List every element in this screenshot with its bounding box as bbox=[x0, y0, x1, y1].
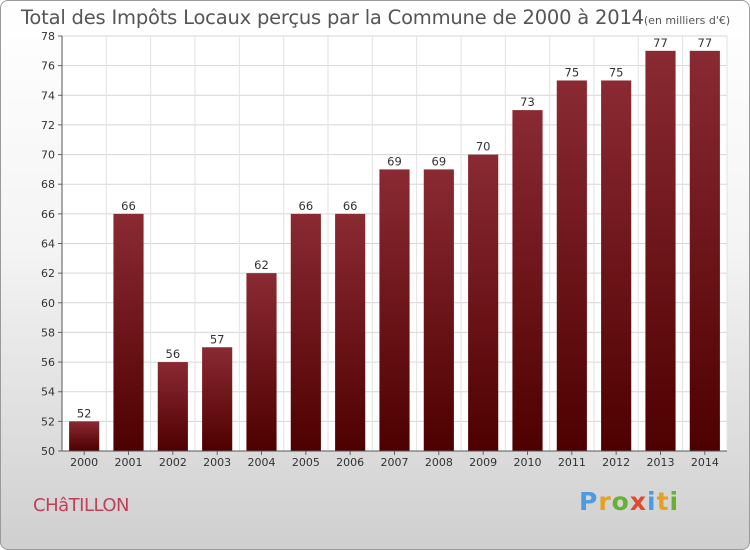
value-label-2004: 62 bbox=[254, 258, 269, 272]
value-label-2001: 66 bbox=[121, 199, 136, 213]
y-tick-label: 60 bbox=[41, 297, 55, 310]
value-label-2009: 70 bbox=[476, 140, 491, 154]
x-tick-label-2010: 2010 bbox=[514, 456, 542, 469]
bar-2013 bbox=[645, 50, 676, 451]
y-tick-label: 76 bbox=[41, 60, 55, 73]
logo-letter: P bbox=[579, 487, 599, 516]
y-tick-label: 72 bbox=[41, 119, 55, 132]
bar-2014 bbox=[689, 50, 720, 451]
x-tick-label-2004: 2004 bbox=[248, 456, 276, 469]
chart-title: Total des Impôts Locaux perçus par la Co… bbox=[21, 6, 644, 29]
value-label-2000: 52 bbox=[77, 406, 92, 420]
title-row: Total des Impôts Locaux perçus par la Co… bbox=[21, 6, 730, 29]
y-tick-label: 78 bbox=[41, 30, 55, 43]
bar-2000 bbox=[69, 421, 100, 451]
chart-unit-note: (en milliers d'€) bbox=[643, 14, 731, 27]
bar-2005 bbox=[290, 213, 321, 451]
proxiti-logo[interactable]: Proxiti bbox=[579, 487, 679, 516]
logo-letter: x bbox=[629, 487, 647, 516]
value-label-2003: 57 bbox=[210, 332, 225, 346]
y-tick-label: 54 bbox=[41, 386, 55, 399]
value-label-2013: 77 bbox=[653, 36, 668, 50]
value-label-2012: 75 bbox=[609, 65, 624, 79]
value-label-2008: 69 bbox=[432, 154, 447, 168]
x-tick-label-2008: 2008 bbox=[425, 456, 453, 469]
bar-2010 bbox=[512, 110, 543, 451]
bar-2002 bbox=[157, 362, 188, 451]
bar-2001 bbox=[113, 213, 144, 451]
x-tick-label-2002: 2002 bbox=[159, 456, 187, 469]
label-layer: 52 66 56 57 62 66 66 69 69 70 73 75 75 77 77 bbox=[77, 36, 712, 421]
y-tick-label: 74 bbox=[41, 89, 55, 102]
x-tick-label-2014: 2014 bbox=[691, 456, 719, 469]
y-tick-label: 62 bbox=[41, 267, 55, 280]
y-tick-label: 50 bbox=[41, 445, 55, 458]
value-label-2007: 69 bbox=[387, 154, 402, 168]
y-tick-label: 68 bbox=[41, 178, 55, 191]
x-tick-label-2013: 2013 bbox=[647, 456, 675, 469]
bar-2009 bbox=[468, 154, 499, 452]
value-label-2014: 77 bbox=[698, 36, 713, 50]
logo-letter: i bbox=[669, 487, 680, 516]
x-tick-label-2003: 2003 bbox=[203, 456, 231, 469]
logo-letter: r bbox=[598, 487, 612, 516]
x-tick-label-2011: 2011 bbox=[558, 456, 586, 469]
logo-letter: o bbox=[611, 487, 630, 516]
y-tick-label: 64 bbox=[41, 238, 55, 251]
value-label-2010: 73 bbox=[520, 95, 535, 109]
bar-2004 bbox=[246, 273, 277, 451]
y-tick-label: 70 bbox=[41, 149, 55, 162]
commune-name: CHâTILLON bbox=[33, 495, 130, 516]
bar-2008 bbox=[423, 169, 454, 451]
bar-2012 bbox=[601, 80, 632, 451]
bar-2007 bbox=[379, 169, 410, 451]
logo-letter: t bbox=[656, 487, 670, 516]
value-label-2005: 66 bbox=[299, 199, 314, 213]
x-tick-label-2012: 2012 bbox=[602, 456, 630, 469]
y-tick-label: 52 bbox=[41, 415, 55, 428]
value-label-2002: 56 bbox=[166, 347, 181, 361]
axis-layer: 50 52 54 56 58 60 62 64 66 68 70 72 74 76 78 2000 2001 20… bbox=[41, 30, 727, 469]
x-tick-label-2007: 2007 bbox=[381, 456, 409, 469]
bar-2011 bbox=[556, 80, 587, 451]
logo-letter: i bbox=[647, 487, 657, 516]
x-tick-label-2001: 2001 bbox=[115, 456, 143, 469]
x-tick-label-2006: 2006 bbox=[336, 456, 364, 469]
value-label-2011: 75 bbox=[565, 65, 580, 79]
bar-2003 bbox=[202, 347, 233, 451]
value-label-2006: 66 bbox=[343, 199, 358, 213]
y-tick-label: 56 bbox=[41, 356, 55, 369]
x-tick-label-2005: 2005 bbox=[292, 456, 320, 469]
x-tick-label-2009: 2009 bbox=[469, 456, 497, 469]
bar-layer bbox=[69, 50, 720, 452]
y-tick-label: 66 bbox=[41, 208, 55, 221]
y-tick-label: 58 bbox=[41, 326, 55, 339]
bar-2006 bbox=[335, 213, 366, 451]
x-tick-label-2000: 2000 bbox=[70, 456, 98, 469]
